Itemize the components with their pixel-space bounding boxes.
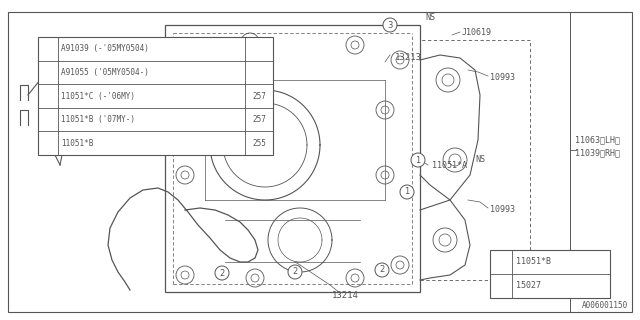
Circle shape [215,43,229,57]
Text: 11051*B: 11051*B [516,258,551,267]
Text: A91055 ('05MY0504-): A91055 ('05MY0504-) [61,68,149,77]
Circle shape [494,255,508,269]
Circle shape [383,18,397,32]
Text: FRONT: FRONT [42,138,68,147]
Text: NS: NS [425,13,435,22]
Text: J10619: J10619 [462,28,492,37]
Text: 11051*B ('07MY-): 11051*B ('07MY-) [61,115,135,124]
Text: 11039〈RH〉: 11039〈RH〉 [575,148,620,157]
Text: 1: 1 [415,156,420,164]
Text: 10993: 10993 [490,73,515,82]
Text: 2: 2 [292,268,298,276]
Text: 2: 2 [220,45,225,54]
Circle shape [41,101,55,115]
Text: 15027: 15027 [516,282,541,291]
Text: 255: 255 [252,139,266,148]
Text: 4: 4 [45,103,51,112]
Text: 11051*C (-'06MY): 11051*C (-'06MY) [61,92,135,100]
Bar [165,25,420,292]
Text: 257: 257 [252,115,266,124]
Bar [38,37,273,155]
Text: 2: 2 [380,266,385,275]
Text: NS: NS [475,155,485,164]
Circle shape [411,153,425,167]
Text: 2: 2 [220,268,225,277]
Text: 11063〈LH〉: 11063〈LH〉 [575,135,620,144]
Text: A91039 (-'05MY0504): A91039 (-'05MY0504) [61,44,149,53]
Bar [490,250,610,298]
Circle shape [215,266,229,280]
Text: 10993: 10993 [490,205,515,214]
Circle shape [400,185,414,199]
Text: 3: 3 [387,20,393,29]
Text: 257: 257 [252,92,266,100]
Text: 11051*B: 11051*B [61,139,93,148]
Text: 13213: 13213 [395,53,422,62]
Text: 2: 2 [499,282,504,291]
Text: 13214: 13214 [332,291,358,300]
Text: 3: 3 [45,56,51,65]
Text: A006001150: A006001150 [582,301,628,310]
Text: 11051*A: 11051*A [432,161,467,170]
Circle shape [288,265,302,279]
Circle shape [41,54,55,68]
Circle shape [494,279,508,293]
Circle shape [375,263,389,277]
Text: 1: 1 [499,258,504,267]
Text: 1: 1 [404,188,410,196]
